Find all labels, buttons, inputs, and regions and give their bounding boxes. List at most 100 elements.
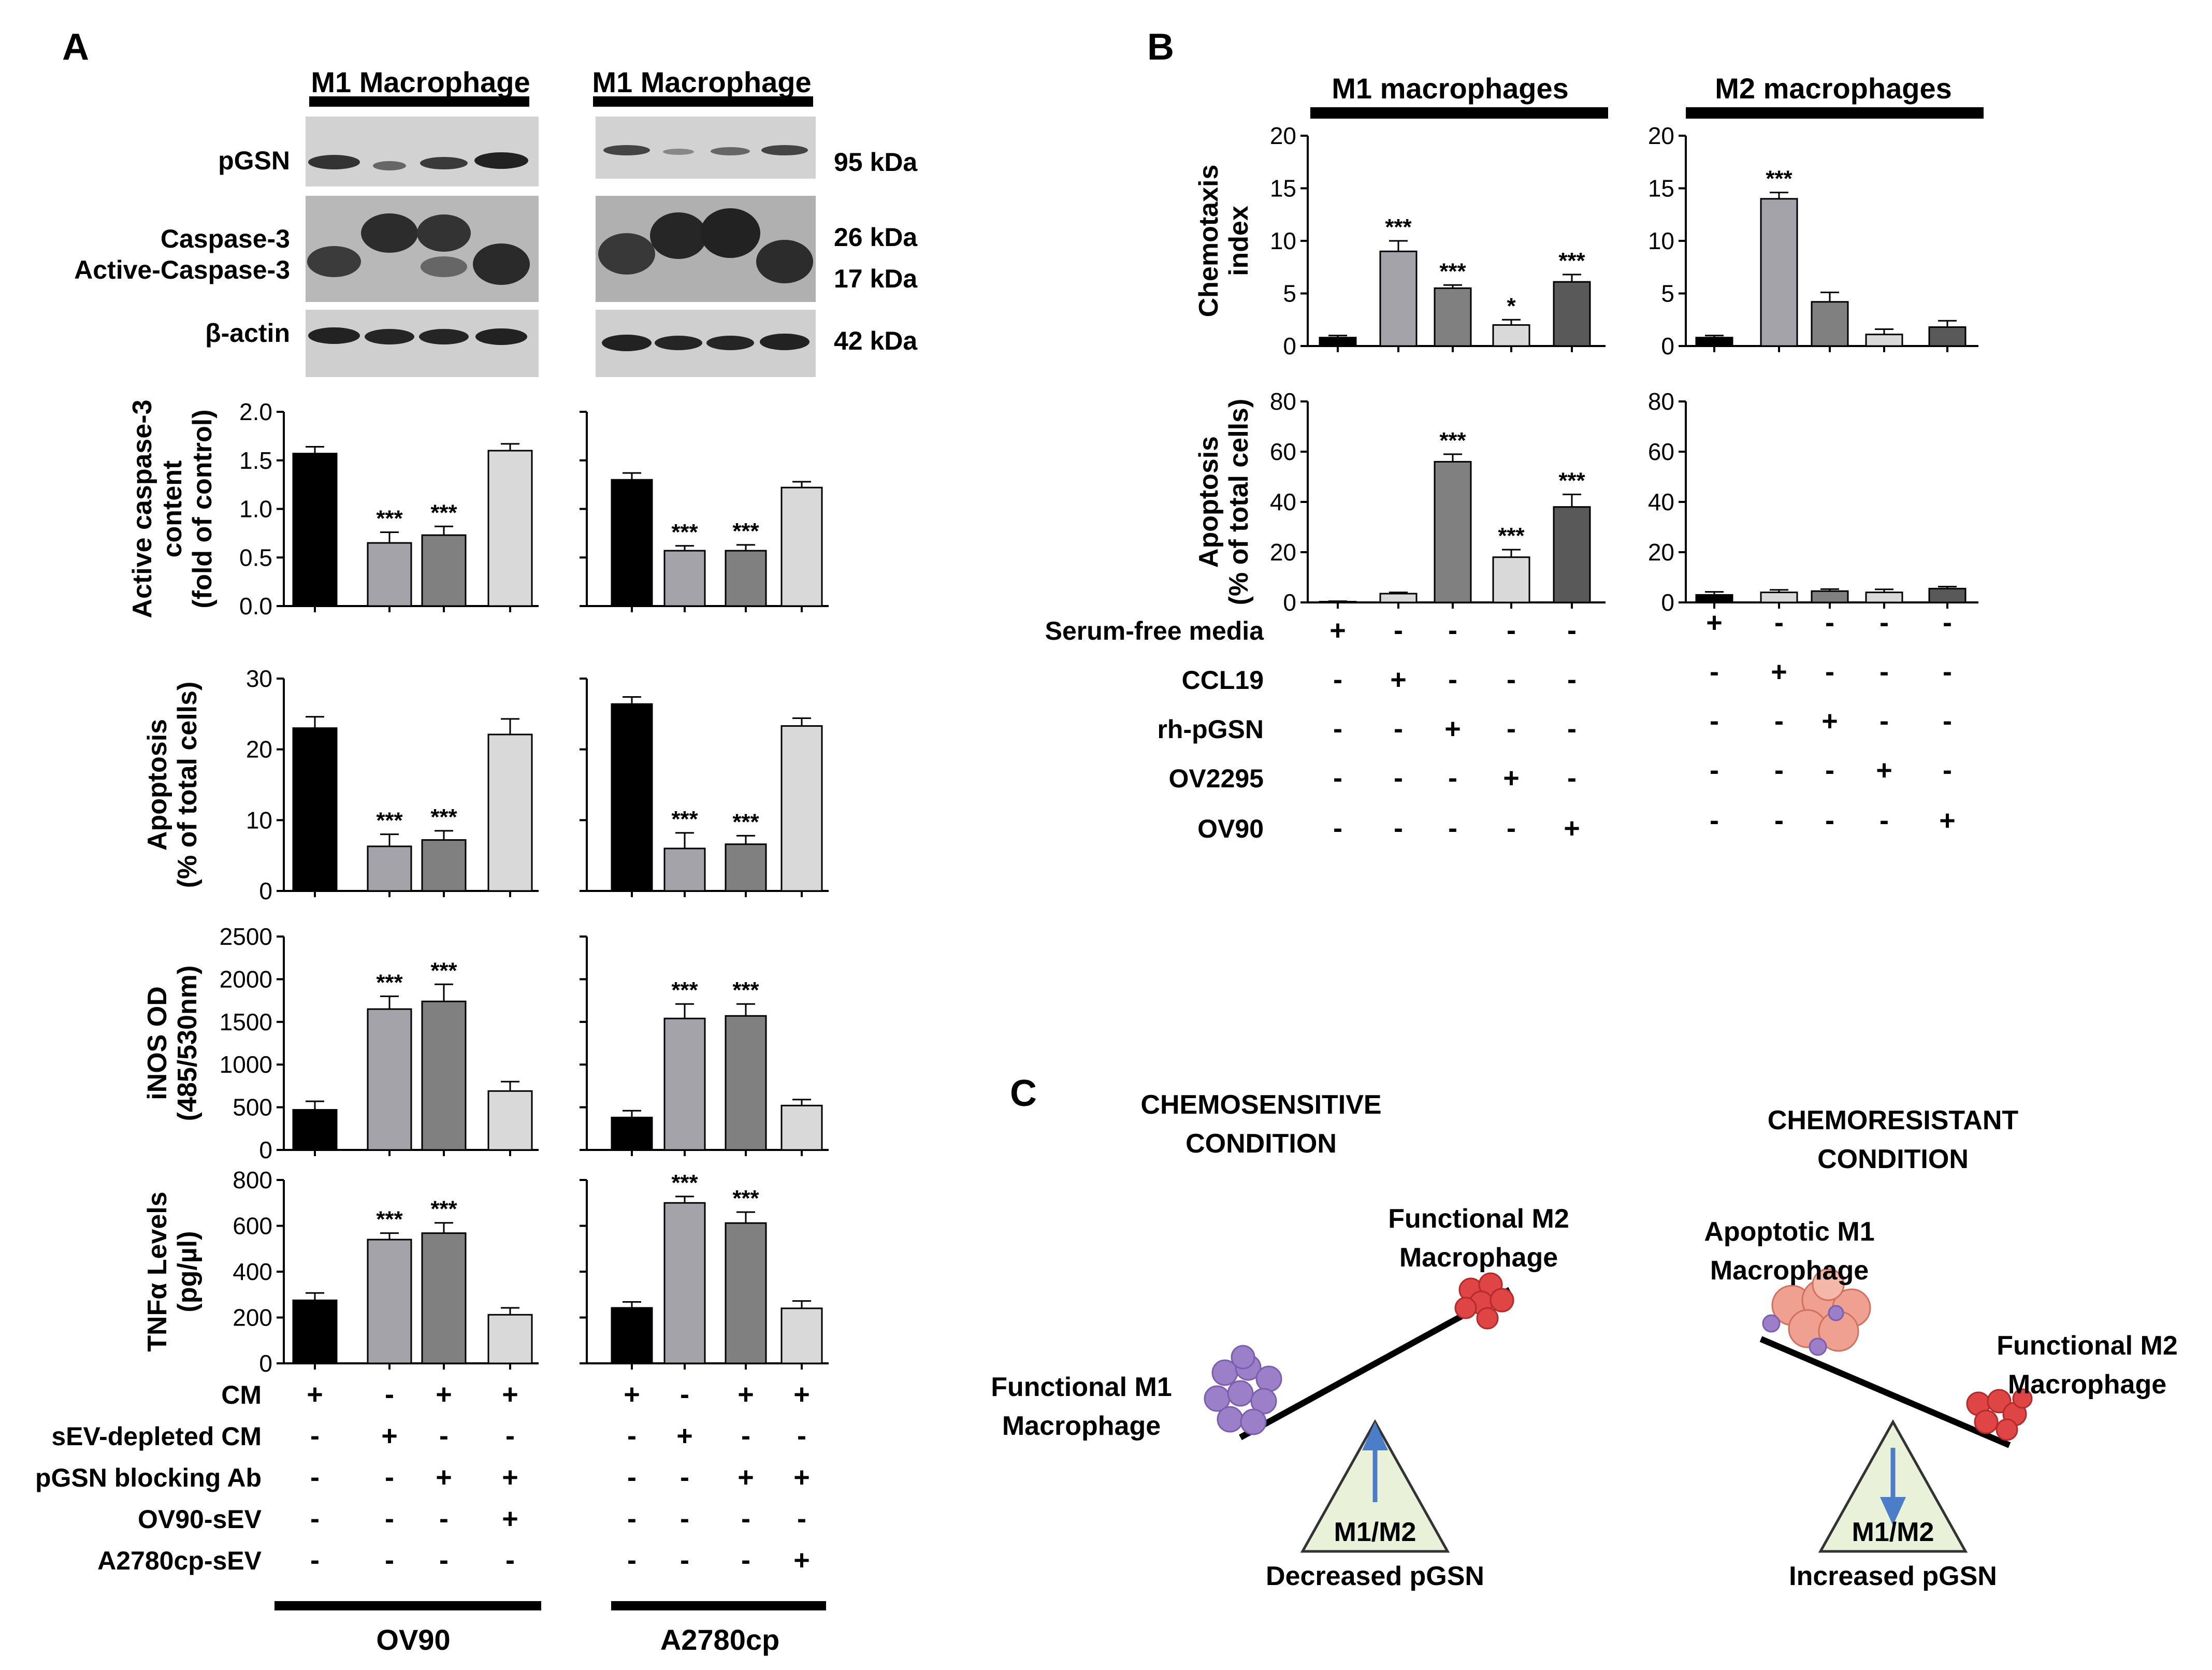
chart-B-apop-M1: 0 20 40 60 80 *** *** *** Apoptosis (% of total c… <box>1194 388 1606 616</box>
y-tick-label: 0.0 <box>239 593 272 620</box>
up-arrowhead-icon <box>1362 1422 1388 1450</box>
y-tick-label: 80 <box>1270 388 1296 415</box>
condition-sign: - <box>1880 805 1889 836</box>
condition-label-rh-pgsn: rh-pGSN <box>1157 715 1264 744</box>
condition-sign: - <box>1394 762 1403 794</box>
y-tick-label: 10 <box>246 807 272 833</box>
panel-B-header-m2: M2 macrophages <box>1715 72 1952 105</box>
bar <box>725 843 767 892</box>
condition-sign: + <box>436 1462 452 1493</box>
bar <box>663 1017 706 1151</box>
condition-label-pgsn-blocking-ab: pGSN blocking Ab <box>35 1463 262 1492</box>
significance-label: *** <box>671 977 698 1003</box>
y-tick-label: 60 <box>1270 438 1296 465</box>
y-tick-label: 60 <box>1648 438 1674 465</box>
condition-sign: - <box>1507 664 1516 695</box>
western-blot-ov90 <box>306 117 539 377</box>
condition-sign: + <box>738 1379 754 1410</box>
y-axis-title: content <box>157 460 187 558</box>
condition-sign: + <box>624 1379 640 1410</box>
condition-sign: - <box>627 1420 637 1451</box>
bar <box>725 550 767 607</box>
significance-label: *** <box>732 809 759 834</box>
condition-sign: + <box>502 1379 518 1410</box>
y-tick-label: 40 <box>1270 488 1296 515</box>
condition-sign: - <box>680 1462 689 1493</box>
condition-sign: - <box>1333 664 1342 695</box>
bar <box>487 1090 533 1151</box>
kda-26: 26 kDa <box>834 223 918 252</box>
y-tick-label: 80 <box>1648 388 1674 415</box>
bar <box>1760 198 1798 347</box>
significance-label: *** <box>1439 428 1466 453</box>
condition-sign: - <box>1448 664 1457 695</box>
y-tick-label: 600 <box>233 1213 272 1240</box>
bar <box>1811 590 1849 603</box>
condition-sign: - <box>1943 656 1952 687</box>
condition-label-cm: CM <box>221 1380 262 1409</box>
condition-sign: - <box>1333 813 1342 844</box>
bar <box>421 1232 467 1364</box>
chart-A-tnf-A2780cp: *** *** <box>580 1170 829 1370</box>
condition-label-ov90: OV90 <box>1197 814 1264 843</box>
chemoresistant-title-line2: CONDITION <box>1817 1144 1969 1174</box>
y-tick-label: 2500 <box>220 923 272 950</box>
condition-sign: - <box>1825 755 1834 786</box>
bar <box>367 1008 412 1151</box>
y-axis-title: TNFα Levels <box>142 1191 172 1351</box>
bar-charts: 0.0 0.5 1.0 1.5 2.0 *** *** Active caspase-3 con… <box>127 122 1978 1377</box>
chemoresistant-title-line1: CHEMORESISTANT <box>1768 1105 2019 1135</box>
y-tick-label: 1500 <box>220 1009 272 1035</box>
chart-A-inos-OV90: 0 500 1000 1500 2000 2500 *** *** iNOS OD (485/53… <box>142 923 539 1163</box>
condition-label-serum-free: Serum-free media <box>1045 616 1265 645</box>
functional-m1-label-line2: Macrophage <box>1002 1411 1161 1441</box>
significance-label: *** <box>732 519 759 544</box>
bar <box>1492 556 1530 603</box>
significance-label: *** <box>1766 166 1792 192</box>
condition-sign: - <box>680 1545 689 1576</box>
condition-sign: - <box>1448 615 1457 646</box>
significance-label: *** <box>376 808 403 833</box>
panel-B-condition-table: Serum-free media CCL19 rh-pGSN OV2295 OV… <box>1045 607 1956 844</box>
y-tick-label: 0 <box>259 1136 272 1163</box>
y-tick-label: 30 <box>246 665 272 692</box>
blot-label-active-caspase3: Active-Caspase-3 <box>74 255 290 284</box>
condition-sign: - <box>385 1503 394 1534</box>
bar <box>487 1314 533 1364</box>
y-tick-label: 15 <box>1648 175 1674 202</box>
condition-sign: - <box>385 1379 394 1410</box>
chemosensitive-title-line2: CONDITION <box>1185 1129 1337 1159</box>
condition-sign: - <box>1333 762 1342 794</box>
y-tick-label: 0 <box>1661 589 1674 616</box>
bar <box>663 550 706 607</box>
significance-label: *** <box>1439 258 1466 284</box>
bar <box>367 542 412 607</box>
y-tick-label: 40 <box>1648 488 1674 515</box>
condition-sign: - <box>1880 656 1889 687</box>
condition-sign: - <box>310 1420 320 1451</box>
down-arrowhead-icon <box>1880 1497 1906 1525</box>
y-tick-label: 800 <box>233 1167 272 1193</box>
condition-sign: - <box>1394 813 1403 844</box>
y-tick-label: 20 <box>1270 539 1296 566</box>
condition-sign: - <box>1567 713 1577 744</box>
y-tick-label: 0 <box>259 877 272 904</box>
y-axis-title: (485/530nm) <box>172 966 203 1121</box>
chart-A-casp-A2780cp: *** *** <box>580 411 829 612</box>
condition-sign: - <box>1394 713 1403 744</box>
condition-sign: + <box>1771 656 1787 687</box>
panel-A-header-a2780: M1 Macrophage <box>592 66 811 98</box>
bar <box>292 727 338 892</box>
condition-sign: - <box>1774 755 1784 786</box>
condition-sign: - <box>1394 615 1403 646</box>
significance-label: *** <box>732 977 759 1003</box>
condition-sign: - <box>680 1379 689 1410</box>
bar <box>421 534 467 607</box>
condition-sign: + <box>793 1545 810 1576</box>
y-tick-label: 400 <box>233 1258 272 1285</box>
chart-A-inos-A2780cp: *** *** <box>580 935 829 1156</box>
y-tick-label: 2000 <box>220 966 272 992</box>
y-axis-title: Apoptosis <box>1194 436 1224 568</box>
decreased-pgsn-caption: Decreased pGSN <box>1266 1561 1484 1591</box>
condition-sign: + <box>502 1462 518 1493</box>
